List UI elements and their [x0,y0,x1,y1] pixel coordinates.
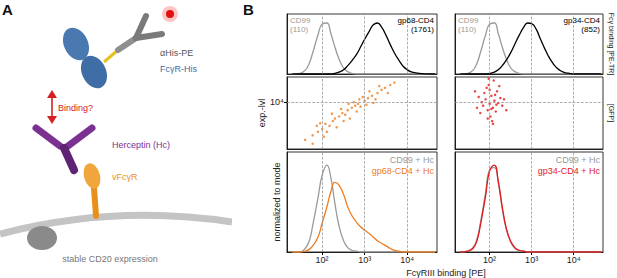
svg-text:10⁴: 10⁴ [400,255,414,265]
svg-text:gp68-CD4: gp68-CD4 [398,16,435,25]
svg-text:CD99: CD99 [458,16,479,25]
svg-text:CD99 + Hc: CD99 + Hc [390,155,435,165]
svg-text:10⁴: 10⁴ [567,255,581,265]
svg-text:exp.-lvl: exp.-lvl [257,99,267,128]
svg-text:(110): (110) [290,25,308,34]
svg-text:10³: 10³ [358,255,371,265]
svg-text:CD99: CD99 [290,16,311,25]
svg-text:Fcγ binding [PE-TR]: Fcγ binding [PE-TR] [607,13,615,76]
svg-text:normalized to mode: normalized to mode [272,162,282,241]
svg-text:(852): (852) [581,25,600,34]
svg-text:FcγRIII binding [PE]: FcγRIII binding [PE] [406,268,486,278]
svg-text:10³: 10³ [525,255,538,265]
svg-text:gp68-CD4 + Hc: gp68-CD4 + Hc [372,166,435,176]
svg-text:B: B [243,1,254,18]
svg-text:vFcγR: vFcγR [112,172,138,182]
svg-text:10²: 10² [316,255,329,265]
svg-text:A: A [2,1,13,18]
svg-text:FcγR-His: FcγR-His [160,64,197,74]
svg-text:Herceptin (Hc): Herceptin (Hc) [112,140,170,150]
svg-text:gp34-CD4 + Hc: gp34-CD4 + Hc [538,166,601,176]
svg-text:CD99 + Hc: CD99 + Hc [556,155,601,165]
svg-text:stable CD20 expression: stable CD20 expression [62,254,158,264]
svg-text:gp34-CD4: gp34-CD4 [564,16,601,25]
svg-text:10²: 10² [483,255,496,265]
svg-text:(110): (110) [458,25,476,34]
svg-text:(1761): (1761) [411,25,434,34]
svg-text:[GFP]: [GFP] [607,104,615,122]
svg-text:αHis-PE: αHis-PE [160,48,193,58]
svg-text:Binding?: Binding? [58,103,93,113]
svg-text:10⁴: 10⁴ [270,97,284,107]
